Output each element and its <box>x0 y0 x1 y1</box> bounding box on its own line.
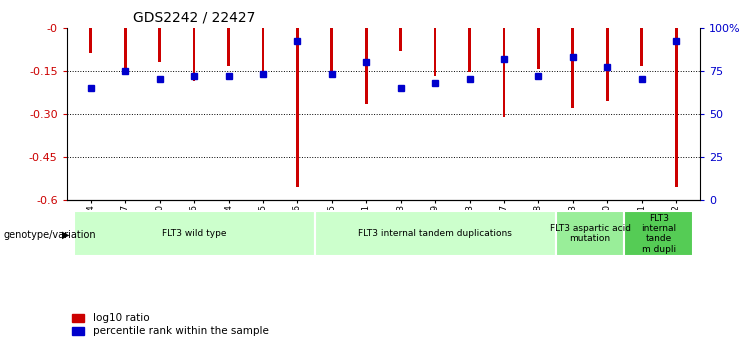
Bar <box>262 28 265 78</box>
Text: FLT3 wild type: FLT3 wild type <box>162 229 226 238</box>
Bar <box>433 28 436 77</box>
Bar <box>296 28 299 187</box>
Bar <box>640 28 643 66</box>
Text: ▶: ▶ <box>62 230 69 239</box>
Bar <box>365 28 368 104</box>
Bar <box>159 28 161 62</box>
Bar <box>502 28 505 117</box>
Bar <box>571 28 574 108</box>
Bar <box>73 211 315 256</box>
Bar <box>227 28 230 66</box>
Bar <box>399 28 402 51</box>
Bar <box>606 28 608 101</box>
Text: GDS2242 / 22427: GDS2242 / 22427 <box>133 10 256 24</box>
Bar <box>90 28 92 53</box>
Bar <box>315 211 556 256</box>
Text: FLT3 aspartic acid
mutation: FLT3 aspartic acid mutation <box>550 224 631 244</box>
Bar <box>330 28 333 72</box>
Bar <box>193 28 196 81</box>
Bar <box>468 28 471 72</box>
Bar <box>675 28 677 187</box>
Bar <box>124 28 127 72</box>
Bar <box>625 211 694 256</box>
Text: genotype/variation: genotype/variation <box>4 230 96 239</box>
Legend: log10 ratio, percentile rank within the sample: log10 ratio, percentile rank within the … <box>72 313 268 336</box>
Bar <box>537 28 539 69</box>
Text: FLT3 internal tandem duplications: FLT3 internal tandem duplications <box>358 229 512 238</box>
Text: FLT3
internal
tande
m dupli: FLT3 internal tande m dupli <box>642 214 677 254</box>
Bar <box>556 211 625 256</box>
